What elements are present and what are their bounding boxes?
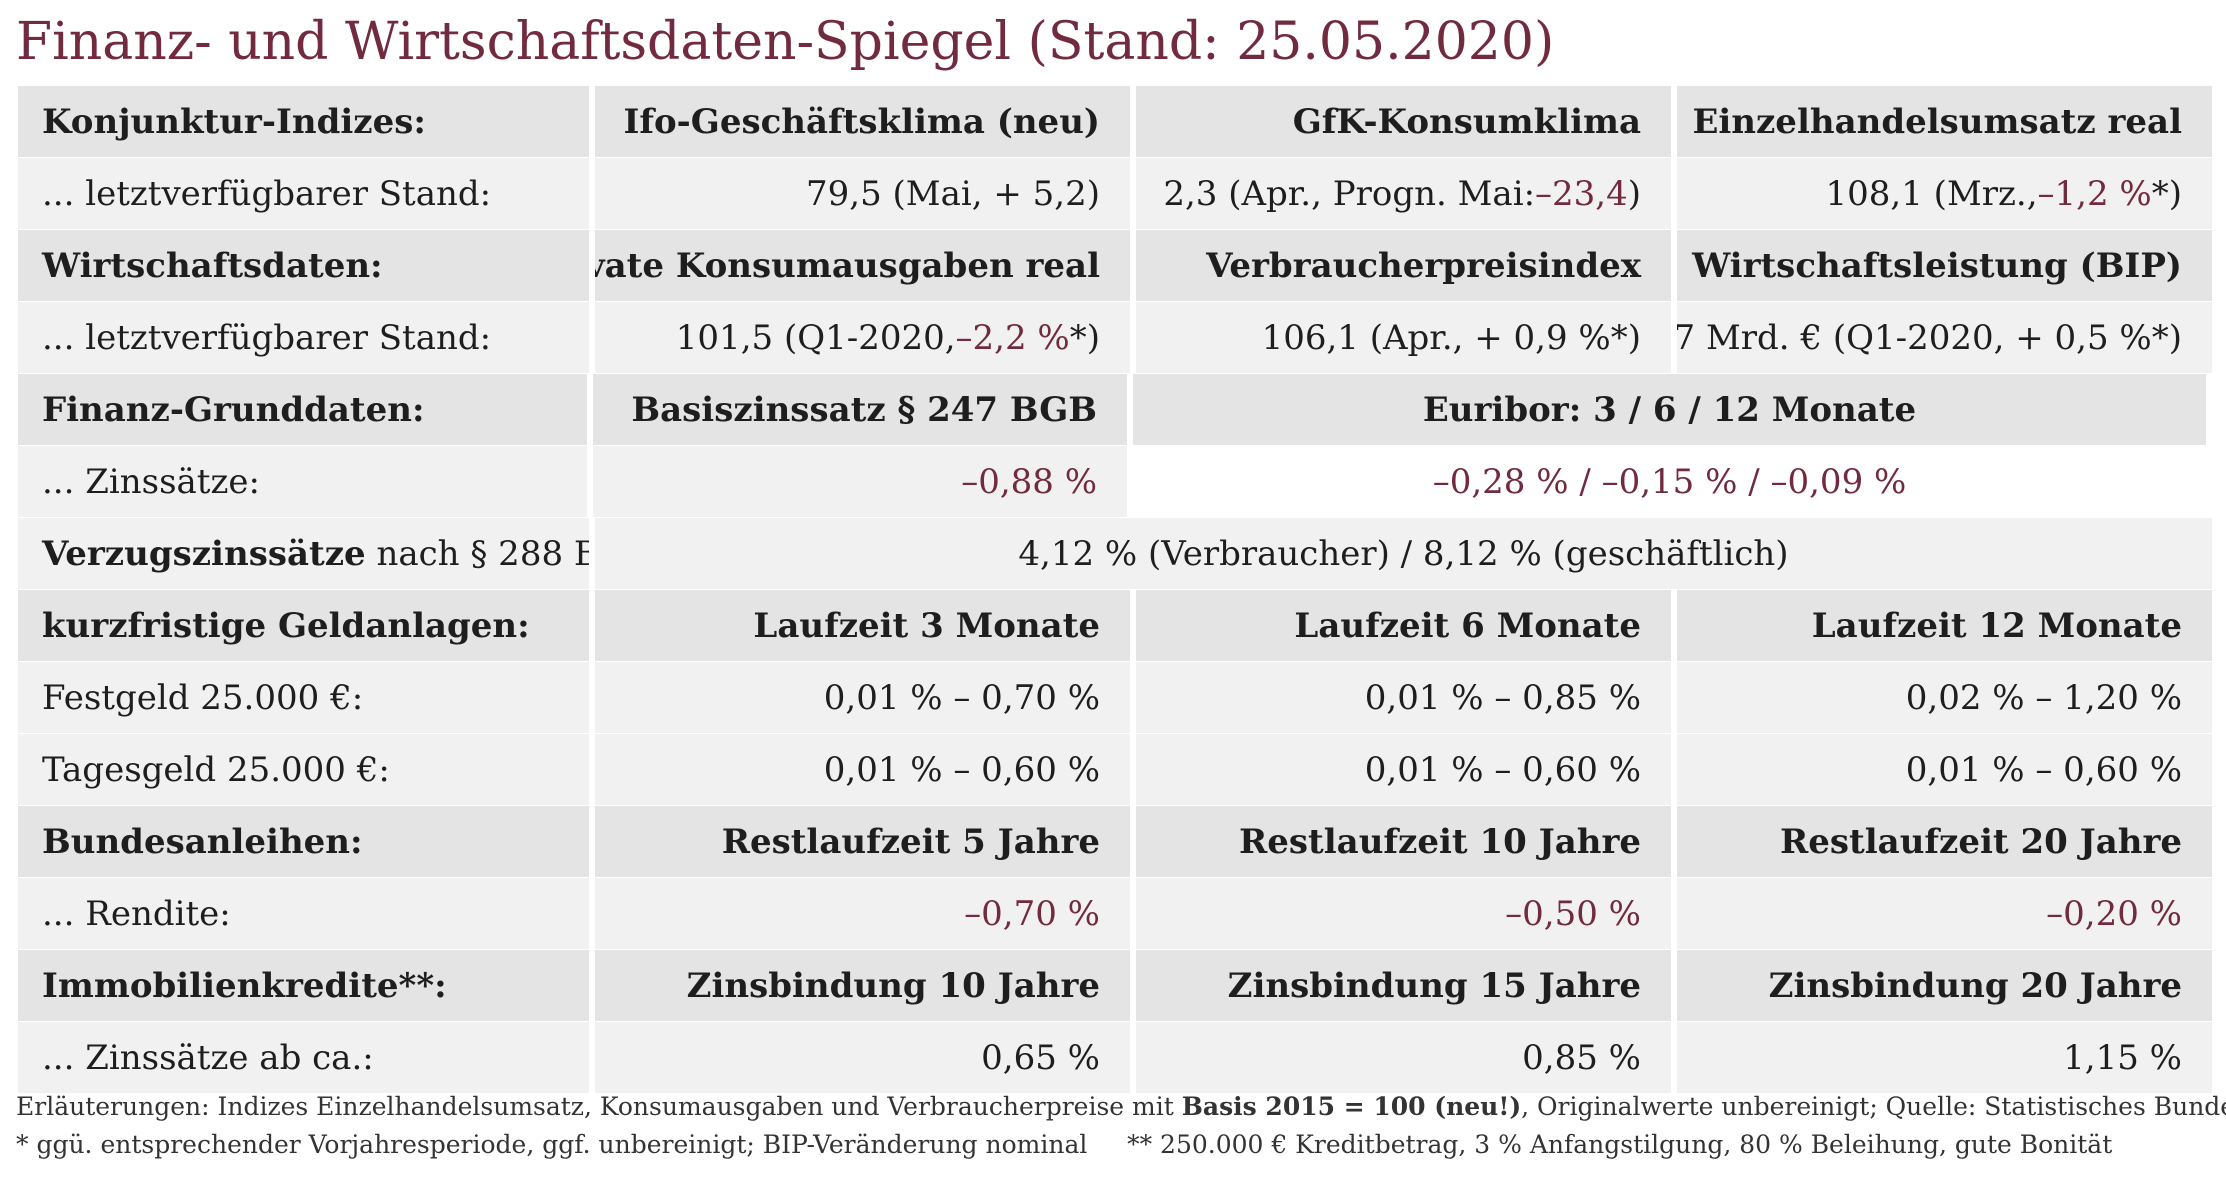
header-laufzeit-3: Laufzeit 3 Monate [595, 590, 1130, 661]
section-label-finanz: Finanz-Grunddaten: [18, 374, 588, 445]
row-label: ... letztverfügbarer Stand: [18, 302, 589, 373]
row-label: Tagesgeld 25.000 €: [18, 734, 589, 805]
value-festgeld-12: 0,02 % – 1,20 % [1677, 662, 2212, 733]
header-konsum: private Konsumausgaben real [595, 230, 1130, 301]
row-label: ... Zinssätze: [18, 446, 588, 517]
row-label: ... Zinssätze ab ca.: [18, 1022, 589, 1093]
value-gfk: 2,3 (Apr., Progn. Mai: –23,4) [1136, 158, 1671, 229]
header-laufzeit-6: Laufzeit 6 Monate [1136, 590, 1671, 661]
value-gfk-suffix: ) [1627, 173, 1641, 214]
header-zinsbindung-10: Zinsbindung 10 Jahre [595, 950, 1130, 1021]
value-verzug: 4,12 % (Verbraucher) / 8,12 % (geschäftl… [595, 518, 2212, 589]
table-row: Bundesanleihen: Restlaufzeit 5 Jahre Res… [18, 806, 2212, 877]
value-zinsbindung-10: 0,65 % [595, 1022, 1130, 1093]
table-row: Wirtschaftsdaten: private Konsumausgaben… [18, 230, 2212, 301]
table-row: Finanz-Grunddaten: Basiszinssatz § 247 B… [18, 374, 2212, 445]
header-restlaufzeit-20: Restlaufzeit 20 Jahre [1677, 806, 2212, 877]
header-gfk: GfK-Konsumklima [1136, 86, 1671, 157]
value-gfk-prefix: 2,3 (Apr., Progn. Mai: [1163, 173, 1536, 214]
value-tagesgeld-6: 0,01 % – 0,60 % [1136, 734, 1671, 805]
value-konsum-negative: –2,2 % [955, 317, 1070, 358]
table-row: ... Zinssätze: –0,88 % –0,28 % / –0,15 %… [18, 446, 2212, 517]
page-title: Finanz- und Wirtschaftsdaten-Spiegel (St… [16, 12, 1555, 72]
value-zinsbindung-15: 0,85 % [1136, 1022, 1671, 1093]
value-tagesgeld-12: 0,01 % – 0,60 % [1677, 734, 2212, 805]
header-zinsbindung-20: Zinsbindung 20 Jahre [1677, 950, 2212, 1021]
value-einzelhandel: 108,1 (Mrz., –1,2 % *) [1677, 158, 2212, 229]
value-rendite-5: –0,70 % [595, 878, 1130, 949]
table-row: Konjunktur-Indizes: Ifo-Geschäftsklima (… [18, 86, 2212, 157]
table-row: ... letztverfügbarer Stand: 101,5 (Q1-20… [18, 302, 2212, 373]
value-tagesgeld-3: 0,01 % – 0,60 % [595, 734, 1130, 805]
section-label-wirtschaft: Wirtschaftsdaten: [18, 230, 589, 301]
table-row: Verzugszinssätze nach § 288 BGB: 4,12 % … [18, 518, 2212, 589]
value-ehu-suffix: *) [2151, 173, 2182, 214]
value-ehu-prefix: 108,1 (Mrz., [1825, 173, 2038, 214]
header-restlaufzeit-5: Restlaufzeit 5 Jahre [595, 806, 1130, 877]
row-label: ... Rendite: [18, 878, 589, 949]
finance-table: Konjunktur-Indizes: Ifo-Geschäftsklima (… [18, 86, 2212, 1094]
header-vpi: Verbraucherpreisindex [1136, 230, 1671, 301]
verzug-label-bold: Verzugszinssätze [42, 533, 366, 574]
footnote-1b: , Originalwerte unbereinigt; Quelle: Sta… [1521, 1092, 2226, 1121]
value-zinsbindung-20: 1,15 % [1677, 1022, 2212, 1093]
value-rendite-10: –0,50 % [1136, 878, 1671, 949]
value-vpi: 106,1 (Apr., + 0,9 %*) [1136, 302, 1671, 373]
header-bip: Wirtschaftsleistung (BIP) [1677, 230, 2212, 301]
section-label-anleihen: Bundesanleihen: [18, 806, 589, 877]
value-euribor: –0,28 % / –0,15 % / –0,09 % [1133, 446, 2206, 517]
value-gfk-negative: –23,4 [1535, 173, 1628, 214]
value-konsum-prefix: 101,5 (Q1-2020, [675, 317, 956, 358]
header-zinsbindung-15: Zinsbindung 15 Jahre [1136, 950, 1671, 1021]
value-konsum-suffix: *) [1069, 317, 1100, 358]
value-ehu-negative: –1,2 % [2037, 173, 2152, 214]
header-restlaufzeit-10: Restlaufzeit 10 Jahre [1136, 806, 1671, 877]
section-label-konjunktur: Konjunktur-Indizes: [18, 86, 589, 157]
value-ifo: 79,5 (Mai, + 5,2) [595, 158, 1130, 229]
value-festgeld-3: 0,01 % – 0,70 % [595, 662, 1130, 733]
header-einzelhandel: Einzelhandelsumsatz real [1677, 86, 2212, 157]
header-euribor: Euribor: 3 / 6 / 12 Monate [1133, 374, 2206, 445]
table-row: kurzfristige Geldanlagen: Laufzeit 3 Mon… [18, 590, 2212, 661]
verzug-label-rest: nach § 288 BGB: [376, 533, 589, 574]
value-festgeld-6: 0,01 % – 0,85 % [1136, 662, 1671, 733]
table-row: Festgeld 25.000 €: 0,01 % – 0,70 % 0,01 … [18, 662, 2212, 733]
table-row: ... Rendite: –0,70 % –0,50 % –0,20 % [18, 878, 2212, 949]
table-row: ... letztverfügbarer Stand: 79,5 (Mai, +… [18, 158, 2212, 229]
value-bip: 847 Mrd. € (Q1-2020, + 0,5 %*) [1677, 302, 2212, 373]
footnote-1a: Erläuterungen: Indizes Einzelhandelsumsa… [16, 1092, 1182, 1121]
header-ifo: Ifo-Geschäftsklima (neu) [595, 86, 1130, 157]
footnote-line-2: * ggü. entsprechender Vorjahresperiode, … [16, 1130, 2113, 1159]
row-label: ... letztverfügbarer Stand: [18, 158, 589, 229]
row-label-verzug: Verzugszinssätze nach § 288 BGB: [18, 518, 589, 589]
table-row: ... Zinssätze ab ca.: 0,65 % 0,85 % 1,15… [18, 1022, 2212, 1093]
value-rendite-20: –0,20 % [1677, 878, 2212, 949]
footnotes: Erläuterungen: Indizes Einzelhandelsumsa… [16, 1088, 2226, 1164]
table-row: Tagesgeld 25.000 €: 0,01 % – 0,60 % 0,01… [18, 734, 2212, 805]
header-laufzeit-12: Laufzeit 12 Monate [1677, 590, 2212, 661]
value-basiszins: –0,88 % [593, 446, 1128, 517]
table-row: Immobilienkredite**: Zinsbindung 10 Jahr… [18, 950, 2212, 1021]
row-label: Festgeld 25.000 €: [18, 662, 589, 733]
value-konsum: 101,5 (Q1-2020, –2,2 % *) [595, 302, 1130, 373]
footnote-1-bold: Basis 2015 = 100 (neu!) [1181, 1092, 1522, 1121]
section-label-geldanlagen: kurzfristige Geldanlagen: [18, 590, 589, 661]
footnote-line-1: Erläuterungen: Indizes Einzelhandelsumsa… [16, 1088, 2226, 1126]
section-label-immo: Immobilienkredite**: [18, 950, 589, 1021]
header-basiszins: Basiszinssatz § 247 BGB [593, 374, 1128, 445]
